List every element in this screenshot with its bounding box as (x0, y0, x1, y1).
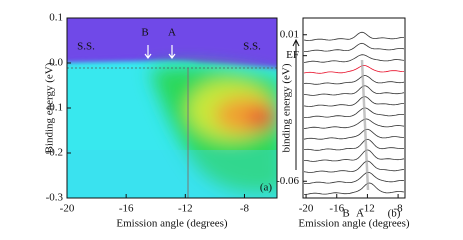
arrows (144, 45, 176, 59)
y-tick-label: EF (286, 49, 299, 61)
edc-curve (304, 42, 405, 52)
y-tick-label: 0.0 (49, 57, 63, 69)
x-tick-label: -8 (394, 203, 404, 215)
x-tick-label: -12 (178, 203, 193, 215)
edc-curve (303, 54, 405, 63)
edc-curve (303, 64, 405, 74)
edc-curves (303, 31, 405, 195)
axis-arrow (292, 38, 300, 170)
y-tick-label: -0.1 (46, 102, 63, 114)
peak-guide (360, 59, 370, 191)
edc-curve (303, 128, 405, 140)
edc-curve (303, 171, 405, 184)
annotation: S.S. (243, 41, 261, 53)
edc-curve (303, 85, 405, 96)
y-tick-label: 0.01 (280, 28, 299, 40)
edc-curve (303, 118, 405, 129)
y-axis-label: Binding energy (eV) (44, 62, 56, 153)
y-tick-label: -0.2 (46, 147, 63, 159)
x-tick-label: -20 (60, 203, 75, 215)
y-axis-label: binding energy (eV) (281, 63, 293, 152)
edc-curve (303, 182, 405, 195)
edc-curve (303, 138, 405, 151)
x-axis-label: Emission angle (degrees) (116, 218, 228, 230)
edc-curve (303, 107, 405, 118)
x-tick-label: -8 (240, 203, 250, 215)
plot-frame (302, 17, 406, 199)
y-tick-label: -0.06 (276, 175, 299, 187)
annotation: (b) (388, 208, 401, 220)
annotation: A (356, 208, 364, 220)
annotation: B (342, 208, 349, 220)
edc-curve (303, 149, 405, 162)
x-tick-label: -16 (329, 203, 344, 215)
edc-curve (303, 75, 405, 85)
edc-curve (303, 96, 405, 107)
spectrum-image (67, 18, 277, 198)
y-tick-label: -0.3 (46, 192, 64, 204)
x-axis-label: Emission angle (degrees) (298, 218, 410, 230)
x-tick-label: -16 (119, 203, 134, 215)
annotation: A (168, 27, 176, 39)
edc-curve (303, 160, 405, 173)
y-tick-label: 0.1 (49, 12, 63, 24)
annotation: (a) (260, 182, 273, 194)
annotation: B (141, 27, 148, 39)
x-tick-label: -12 (360, 203, 375, 215)
annotation: S.S. (77, 41, 95, 53)
edc-curve (303, 31, 405, 41)
x-tick-label: -20 (299, 203, 314, 215)
